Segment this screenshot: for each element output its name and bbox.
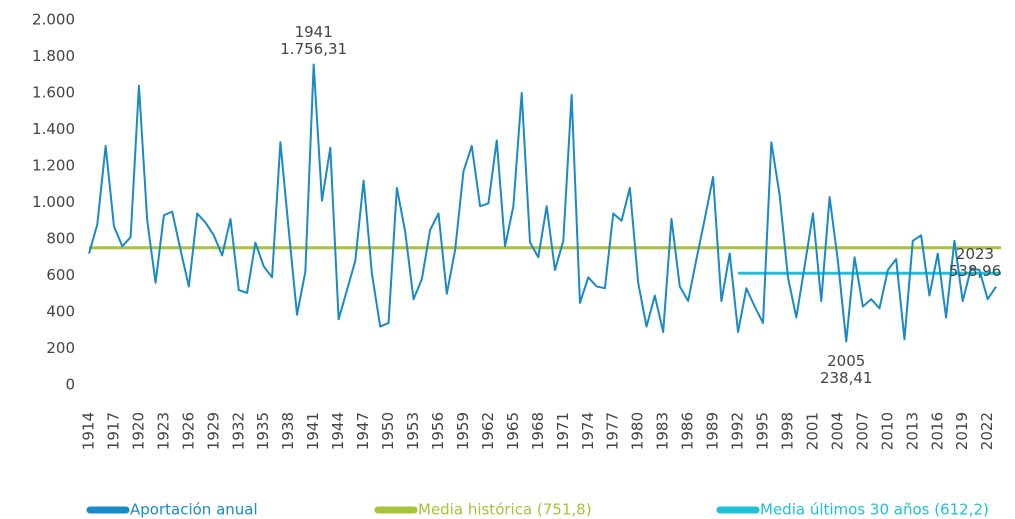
x-tick-label: 1950 (379, 412, 397, 450)
x-tick-label: 2022 (978, 412, 996, 450)
x-tick-label: 1989 (704, 412, 722, 450)
data-line (88, 63, 997, 343)
x-tick-label: 1998 (778, 412, 796, 450)
x-tick-label: 1971 (554, 412, 572, 450)
x-tick-label: 1929 (204, 412, 222, 450)
y-tick-label: 1.800 (32, 47, 75, 65)
x-tick-label: 1986 (679, 412, 697, 450)
x-tick-label: 2019 (953, 412, 971, 450)
y-tick-label: 1.400 (32, 120, 75, 138)
x-tick-label: 1932 (229, 412, 247, 450)
x-tick-label: 1953 (404, 412, 422, 450)
y-tick-label: 1.200 (32, 157, 75, 175)
legend-label: Media histórica (751,8) (418, 501, 592, 519)
x-tick-label: 2004 (828, 412, 846, 450)
x-tick-label: 1965 (504, 412, 522, 450)
x-tick-label: 2013 (903, 412, 921, 450)
legend-label: Aportación anual (130, 501, 258, 519)
x-tick-label: 2010 (878, 412, 896, 450)
y-tick-label: 1.600 (32, 84, 75, 102)
x-tick-label: 1926 (179, 412, 197, 450)
x-tick-label: 1968 (529, 412, 547, 450)
x-tick-label: 1995 (754, 412, 772, 450)
x-tick-label: 1935 (254, 412, 272, 450)
x-tick-label: 2007 (853, 412, 871, 450)
x-tick-label: 1944 (329, 412, 347, 450)
x-tick-label: 1917 (104, 412, 122, 450)
annotation-value: 538,96 (949, 262, 1002, 280)
x-tick-label: 1914 (80, 412, 98, 450)
x-tick-label: 1959 (454, 412, 472, 450)
x-tick-label: 1983 (654, 412, 672, 450)
annotation-year: 2005 (827, 352, 865, 370)
y-tick-label: 1.000 (32, 193, 75, 211)
y-tick-label: 200 (46, 339, 75, 357)
y-tick-label: 600 (46, 266, 75, 284)
x-tick-label: 1941 (304, 412, 322, 450)
annotation-year: 2023 (956, 245, 994, 263)
x-tick-label: 1938 (279, 412, 297, 450)
legend-label: Media últimos 30 años (612,2) (760, 501, 989, 519)
x-tick-label: 1956 (429, 412, 447, 450)
y-tick-label: 0 (65, 376, 75, 394)
x-tick-label: 1992 (729, 412, 747, 450)
x-tick-label: 1974 (579, 412, 597, 450)
y-tick-label: 400 (46, 303, 75, 321)
y-tick-label: 800 (46, 230, 75, 248)
x-tick-label: 1962 (479, 412, 497, 450)
x-tick-label: 1947 (354, 412, 372, 450)
annotation-value: 238,41 (820, 369, 873, 387)
annotation-value: 1.756,31 (280, 40, 347, 58)
x-tick-label: 1977 (604, 412, 622, 450)
x-tick-label: 2016 (928, 412, 946, 450)
x-tick-label: 2001 (803, 412, 821, 450)
x-tick-label: 1980 (629, 412, 647, 450)
x-tick-label: 1923 (154, 412, 172, 450)
y-tick-label: 2.000 (32, 11, 75, 29)
x-tick-label: 1920 (129, 412, 147, 450)
annotation-year: 1941 (295, 23, 333, 41)
